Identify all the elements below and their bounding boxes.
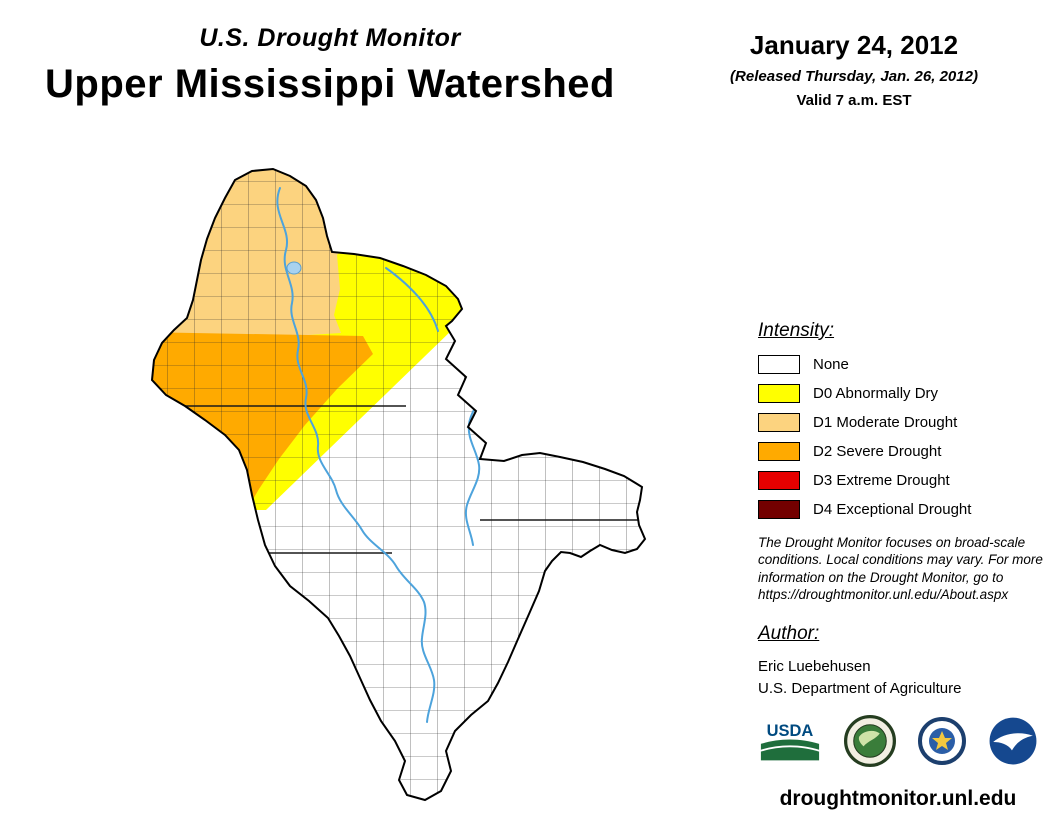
legend-heading: Intensity: xyxy=(758,320,835,341)
state-borders xyxy=(152,405,645,554)
author-block: Author: Eric Luebehusen U.S. Department … xyxy=(758,623,1048,697)
noaa-logo xyxy=(988,716,1038,766)
release-date: (Released Thursday, Jan. 26, 2012) xyxy=(730,68,978,85)
legend-swatch-none xyxy=(758,355,800,374)
legend-swatch-d2 xyxy=(758,442,800,461)
usda-logo: USDA xyxy=(758,719,822,763)
author-org: U.S. Department of Agriculture xyxy=(758,680,962,698)
report-subtitle: U.S. Drought Monitor xyxy=(199,24,461,52)
legend-item-d2: D2 Severe Drought xyxy=(758,442,1048,461)
author-name: Eric Luebehusen xyxy=(758,658,871,676)
page-title: Upper Mississippi Watershed xyxy=(45,62,615,106)
report-date: January 24, 2012 xyxy=(749,30,959,60)
lake xyxy=(286,261,302,275)
disclaimer-text: The Drought Monitor focuses on broad-sca… xyxy=(758,535,1043,602)
sidebar: Intensity: None D0 Abnormally Dry D1 Mod… xyxy=(758,320,1048,811)
usda-logo-text: USDA xyxy=(767,722,814,740)
legend-item-none: None xyxy=(758,355,1048,374)
legend-item-d4: D4 Exceptional Drought xyxy=(758,500,1048,519)
agency-seal-logo xyxy=(918,717,966,766)
legend-label-none: None xyxy=(813,356,849,373)
legend-item-d1: D1 Moderate Drought xyxy=(758,413,1048,432)
legend-swatch-d0 xyxy=(758,384,800,403)
valid-time: Valid 7 a.m. EST xyxy=(796,92,912,109)
river-tributary-east xyxy=(464,381,493,546)
rivers xyxy=(276,187,493,723)
watershed-outline xyxy=(150,167,647,802)
legend-swatch-d4 xyxy=(758,500,800,519)
legend-label-d0: D0 Abnormally Dry xyxy=(813,385,939,402)
legend-item-d3: D3 Extreme Drought xyxy=(758,471,1048,490)
legend-label-d2: D2 Severe Drought xyxy=(813,443,942,460)
site-url: droughtmonitor.unl.edu xyxy=(779,787,1017,811)
river-mississippi xyxy=(276,187,436,723)
legend: None D0 Abnormally Dry D1 Moderate Droug… xyxy=(758,355,1048,519)
logo-row: USDA xyxy=(758,713,1048,769)
legend-swatch-d1 xyxy=(758,413,800,432)
county-grid xyxy=(152,169,645,800)
drought-map xyxy=(140,158,650,808)
legend-item-d0: D0 Abnormally Dry xyxy=(758,384,1048,403)
legend-label-d1: D1 Moderate Drought xyxy=(813,414,958,431)
legend-swatch-d3 xyxy=(758,471,800,490)
watershed-map-svg xyxy=(150,167,647,802)
legend-label-d3: D3 Extreme Drought xyxy=(813,472,950,489)
ndmc-logo xyxy=(844,715,896,768)
legend-label-d4: D4 Exceptional Drought xyxy=(813,501,972,518)
header-title-block: U.S. Drought Monitor Upper Mississippi W… xyxy=(0,24,660,107)
author-heading: Author: xyxy=(758,623,820,645)
river-tributary-northeast xyxy=(385,267,439,332)
header-date-block: January 24, 2012 (Released Thursday, Jan… xyxy=(706,30,1002,109)
